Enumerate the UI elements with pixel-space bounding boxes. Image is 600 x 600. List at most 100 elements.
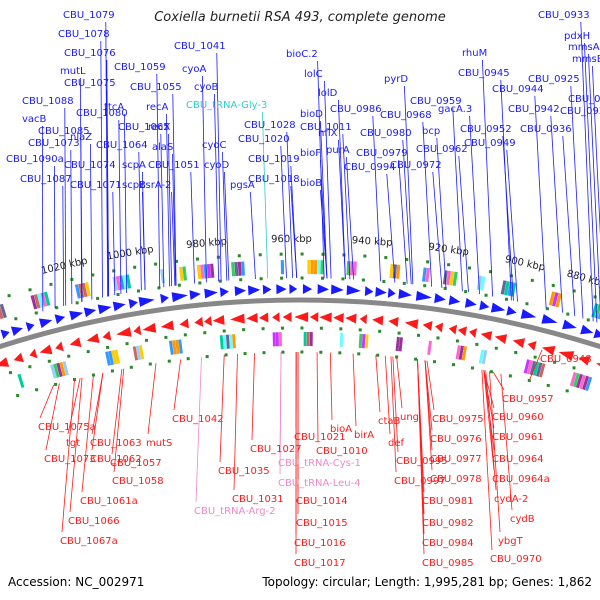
bottom-leader-line (500, 373, 513, 511)
cog-block-inner (364, 334, 369, 349)
reverse-gene-arrow (116, 326, 132, 337)
cog-block-outer (200, 264, 205, 279)
forward-gene-arrow (97, 304, 112, 315)
tick-dot (546, 383, 550, 387)
tick-dot (464, 290, 468, 294)
top-leader-line (54, 165, 56, 309)
cog-block-inner (572, 372, 580, 388)
reverse-gene-arrow (309, 312, 319, 323)
tick-dot (572, 289, 576, 293)
scale-label: 920 kbp (428, 242, 470, 259)
cog-block-outer (449, 271, 455, 286)
forward-gene-arrow (38, 318, 53, 329)
tick-dot (319, 326, 323, 330)
bottom-gene-label: CBU_1058 (112, 476, 164, 487)
cog-block-outer (125, 274, 132, 289)
bottom-leader-line (390, 356, 397, 473)
bottom-gene-label: CBU_1042 (172, 414, 224, 425)
reverse-gene-arrow (179, 318, 189, 329)
tick-dot (357, 352, 361, 356)
tick-dot (300, 326, 304, 330)
top-gene-label: CBU_1079 (63, 10, 115, 21)
bottom-gene-label: CBU_1016 (294, 538, 346, 549)
cog-block-outer (0, 306, 4, 320)
cog-block-inner (178, 339, 183, 354)
bottom-leader-line (424, 360, 433, 471)
top-leader-line (584, 42, 598, 323)
bottom-gene-label: CBU_1062 (90, 454, 142, 465)
tick-dot (154, 262, 158, 266)
top-leader-line (320, 120, 328, 279)
forward-gene-arrow (415, 290, 433, 301)
top-gene-label: CBU_0994 (344, 162, 396, 173)
bottom-leader-line (111, 369, 123, 455)
bottom-leader-line (81, 374, 94, 493)
reverse-gene-arrow (448, 324, 458, 335)
top-gene-label: CBU_0925 (528, 74, 580, 85)
tick-dot (489, 370, 493, 374)
bottom-gene-label: CBU_0976 (430, 434, 482, 445)
tick-dot (203, 331, 207, 335)
top-gene-label: bioB (300, 178, 322, 189)
forward-gene-arrow (448, 295, 461, 306)
bottom-gene-label: CBU_0982 (422, 518, 474, 529)
top-leader-line (386, 173, 396, 283)
tick-dot (572, 366, 576, 370)
tick-dot (222, 329, 226, 333)
top-leader-line (398, 159, 408, 284)
cog-block-outer (30, 295, 38, 310)
bottom-gene-label: CBU_1017 (294, 558, 346, 569)
top-leader-line (372, 115, 381, 282)
cog-block-inner (458, 345, 464, 360)
bottom-gene-label: mutS (146, 438, 172, 449)
top-gene-label: CBU_0962 (416, 144, 468, 155)
top-leader-line (124, 113, 128, 293)
cog-block-inner (275, 332, 279, 347)
top-gene-label: cyoC (202, 140, 227, 151)
top-gene-label: cyoA (182, 64, 207, 75)
tick-dot (553, 360, 557, 364)
forward-gene-arrow (289, 284, 298, 295)
bottom-gene-label: def (388, 438, 405, 449)
bottom-gene-label: CBU_tRNA-Leu-4 (278, 478, 361, 489)
forward-gene-arrow (464, 297, 477, 308)
top-gene-label: vacB (22, 114, 47, 125)
reverse-gene-arrow (345, 313, 357, 324)
tick-dot (34, 311, 38, 315)
reverse-gene-arrow (212, 314, 225, 325)
top-leader-line (452, 107, 463, 292)
tick-dot (55, 306, 59, 310)
cog-block-outer (43, 291, 51, 306)
cog-block-outer (182, 266, 188, 281)
cog-block-inner (578, 374, 587, 390)
forward-gene-arrow (490, 302, 506, 313)
top-gene-label: alaS (152, 142, 173, 153)
cog-block-inner (569, 371, 577, 387)
top-leader-line (224, 171, 230, 281)
accession-text: Accession: NC_002971 (8, 575, 145, 589)
top-gene-label: mmsA (568, 42, 600, 53)
tick-dot (530, 278, 534, 282)
tick-dot (8, 371, 12, 375)
forward-gene-arrow (562, 319, 577, 330)
top-leader-line (222, 151, 228, 281)
reverse-gene-arrow (230, 313, 245, 324)
bottom-leader-line (113, 368, 125, 473)
tick-dot (86, 350, 90, 354)
tick-dot (300, 350, 304, 354)
top-leader-line (112, 191, 116, 296)
cog-block-outer (84, 282, 91, 297)
top-gene-label: CBU_1028 (244, 120, 296, 131)
reverse-gene-arrow (422, 321, 433, 331)
bottom-gene-label: CBU_1073 (44, 454, 96, 465)
forward-gene-arrow (593, 328, 600, 339)
bottom-gene-label: CBU_0997 (394, 476, 446, 487)
bottom-leader-line (67, 378, 81, 435)
leader-lines-layer (39, 21, 600, 555)
tick-dot (423, 284, 427, 288)
tick-dot (484, 293, 488, 297)
cog-block-outer (395, 264, 401, 279)
forward-gene-arrow (580, 324, 594, 335)
cog-block-inner (132, 346, 139, 361)
